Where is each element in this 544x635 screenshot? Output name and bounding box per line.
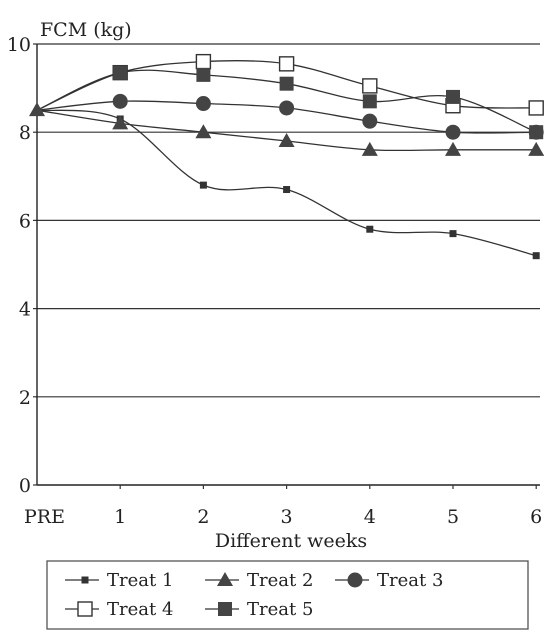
x-tick-labels: PRE 1 2 3 4 5 6 [24, 506, 542, 528]
y-tick-labels: 0 2 4 6 8 10 [7, 34, 31, 497]
legend-marker-treat-5 [218, 602, 232, 616]
data-point-treat-4 [278, 56, 295, 72]
legend-box [46, 560, 529, 630]
x-tick-label: 2 [197, 506, 209, 528]
axes [33, 43, 540, 489]
legend-label-treat-4: Treat 4 [107, 599, 173, 620]
data-point-treat-1 [532, 252, 540, 260]
y-tick-label: 4 [19, 299, 31, 321]
y-tick-label: 6 [19, 210, 31, 232]
legend-marker-treat-4 [77, 601, 93, 617]
y-axis-label: FCM (kg) [40, 19, 132, 41]
data-point-treat-5 [446, 89, 460, 104]
data-point-treat-4 [362, 78, 378, 94]
data-point-pre [29, 102, 45, 117]
data-point-treat-5 [113, 65, 128, 80]
data-point-treat-2 [112, 115, 129, 130]
legend-label-treat-1: Treat 1 [107, 570, 173, 591]
series-markers [29, 53, 544, 260]
legend-label-treat-5: Treat 5 [247, 599, 313, 620]
data-point-treat-1 [199, 181, 207, 189]
gridlines [37, 43, 540, 398]
x-tick-label: PRE [24, 506, 65, 528]
x-tick-label: 5 [447, 506, 459, 528]
data-point-treat-2 [445, 141, 461, 156]
legend-marker-treat-3 [347, 572, 363, 588]
data-point-treat-2 [528, 141, 544, 156]
data-point-treat-2 [278, 133, 295, 148]
legend-label-treat-2: Treat 2 [247, 570, 313, 591]
data-point-treat-5 [196, 67, 211, 82]
data-point-treat-1 [366, 225, 374, 233]
data-point-treat-4 [528, 100, 544, 116]
data-point-treat-1 [449, 230, 457, 238]
x-tick-label: 6 [530, 506, 542, 528]
y-tick-label: 10 [7, 34, 31, 56]
data-point-treat-5 [279, 76, 294, 91]
legend: Treat 1 Treat 2 Treat 3 Treat 4 Treat 5 [46, 560, 529, 630]
x-tick-label: 3 [281, 506, 293, 528]
x-tick-label: 1 [114, 506, 126, 528]
y-tick-label: 2 [19, 387, 31, 409]
data-point-treat-5 [362, 94, 377, 109]
data-point-treat-2 [361, 141, 378, 156]
y-tick-label: 8 [19, 122, 31, 144]
data-point-treat-3 [445, 124, 461, 140]
data-point-treat-3 [279, 100, 295, 116]
data-point-treat-1 [283, 186, 291, 194]
data-point-treat-2 [195, 124, 212, 139]
legend-marker-treat-1 [81, 576, 89, 584]
data-point-treat-3 [362, 113, 378, 129]
data-point-treat-5 [529, 125, 544, 140]
legend-label-treat-3: Treat 3 [377, 570, 443, 591]
x-axis-label: Different weeks [215, 530, 367, 552]
x-tick-label: 4 [364, 506, 376, 528]
legend-marker-treat-2 [217, 572, 233, 586]
y-tick-label: 0 [19, 475, 31, 497]
data-point-treat-3 [195, 96, 211, 112]
data-point-treat-4 [195, 53, 212, 70]
data-point-treat-3 [112, 93, 128, 109]
